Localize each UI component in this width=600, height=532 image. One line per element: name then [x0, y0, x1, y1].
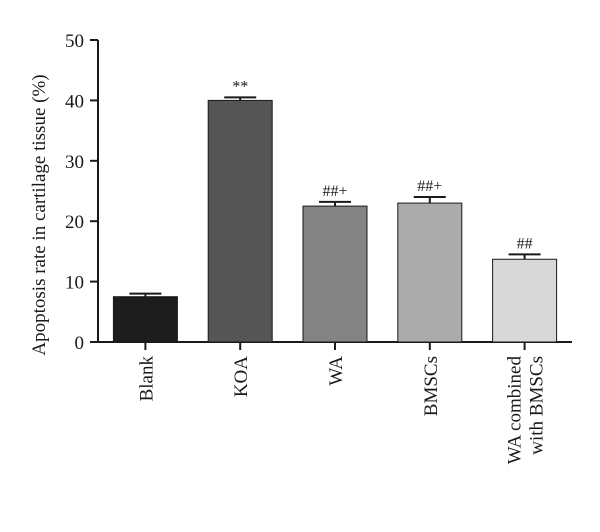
x-tick-label-4: WA combined with BMSCs — [505, 356, 548, 465]
y-tick-label-4: 40 — [65, 91, 84, 112]
y-tick-label-5: 50 — [65, 31, 84, 52]
bar-2 — [302, 205, 368, 343]
x-tick-label-4-line-1: with BMSCs — [527, 356, 548, 455]
x-tick-label-3: BMSCs — [421, 356, 442, 416]
bars: ** ##+ ##+ ## — [112, 78, 558, 343]
significance-label-2: ##+ — [322, 183, 347, 200]
y-tick-label-0: 0 — [75, 333, 85, 354]
bar-3 — [397, 202, 463, 343]
y-tick-label-1: 10 — [65, 273, 84, 294]
y-axis-label: Apoptosis rate in cartilage tissue (%) — [29, 74, 50, 355]
x-tick-label-0-line-0: Blank — [136, 356, 157, 402]
x-tick-label-2: WA — [326, 356, 347, 386]
significance-label-1: ** — [232, 78, 248, 95]
x-tick-label-0: Blank — [136, 356, 157, 402]
y-axis: 0 10 20 30 40 50 — [65, 31, 99, 354]
y-tick-label-2: 20 — [65, 212, 84, 233]
bar-0 — [112, 296, 178, 343]
y-tick-label-3: 30 — [65, 152, 84, 173]
bar-4 — [492, 258, 558, 343]
x-axis: Blank KOA WA BMSCs WA combined with BMSCs — [98, 341, 572, 465]
significance-label-4: ## — [517, 235, 533, 252]
x-tick-label-3-line-0: BMSCs — [421, 356, 442, 416]
x-tick-label-2-line-0: WA — [326, 356, 347, 386]
bar-1 — [207, 99, 273, 343]
x-tick-label-1-line-0: KOA — [231, 356, 252, 397]
x-tick-label-4-line-0: WA combined — [505, 356, 526, 465]
significance-label-3: ##+ — [417, 178, 442, 195]
x-tick-label-1: KOA — [231, 356, 252, 397]
